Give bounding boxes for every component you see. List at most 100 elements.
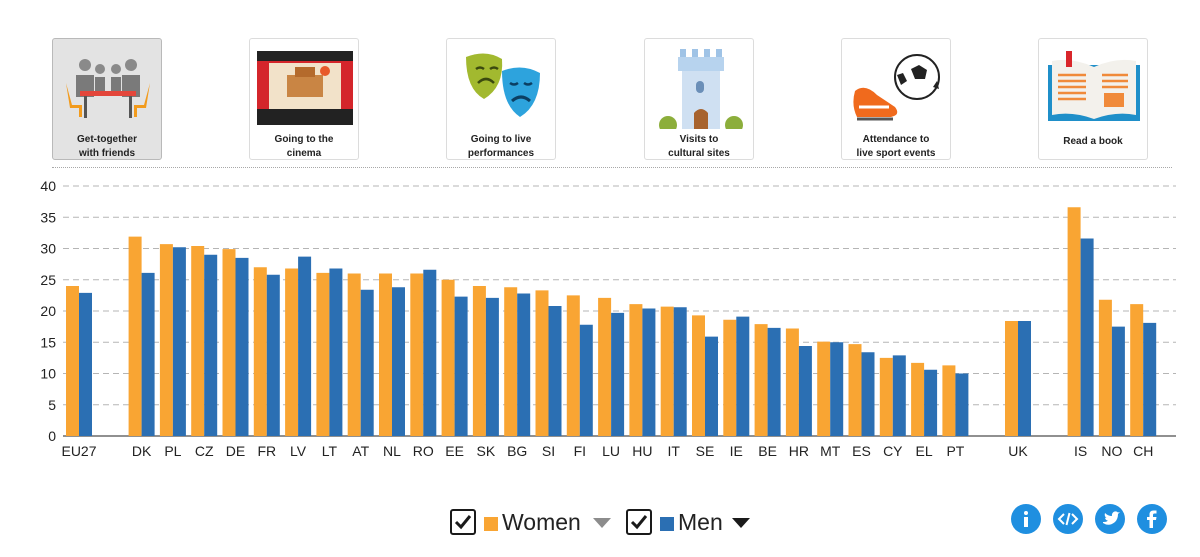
bar-women [879, 357, 893, 436]
bar-women [817, 341, 831, 436]
x-tick-label: EL [916, 443, 933, 459]
card-label: Attendance to live sport events [856, 134, 936, 159]
castle-tower-icon [659, 49, 743, 129]
bar-women [253, 267, 267, 436]
y-tick-label: 25 [40, 272, 56, 288]
bar-men [454, 296, 468, 436]
men-swatch [660, 517, 674, 531]
x-tick-label: HR [789, 443, 809, 459]
twitter-icon [1103, 511, 1120, 525]
x-tick-label: IT [667, 443, 680, 459]
y-tick-label: 30 [40, 241, 56, 257]
chevron-down-icon[interactable] [593, 518, 611, 528]
bar-women [754, 324, 768, 436]
bar-women [629, 304, 643, 436]
y-tick-label: 5 [48, 397, 56, 413]
bar-men [235, 257, 249, 436]
bar-men [517, 293, 531, 436]
bar-women [347, 273, 361, 436]
y-tick-label: 20 [40, 303, 56, 319]
bar-women [472, 286, 486, 436]
facebook-button[interactable] [1137, 504, 1167, 534]
x-tick-label: BE [758, 443, 777, 459]
bar-women [1098, 299, 1112, 436]
x-tick-label: EU27 [61, 443, 96, 459]
bar-men [892, 355, 906, 436]
women-swatch [484, 517, 498, 531]
x-tick-label: DE [226, 443, 245, 459]
football-boot-icon [853, 54, 940, 121]
card-cultural-sites[interactable]: Visits to cultural sites [644, 38, 754, 160]
x-tick-label: IS [1074, 443, 1087, 459]
bar-men [141, 272, 155, 436]
women-checkbox[interactable] [450, 509, 476, 535]
bar-women [159, 244, 173, 436]
y-tick-label: 35 [40, 209, 56, 225]
card-sport-events[interactable]: Attendance to live sport events [841, 38, 951, 160]
x-tick-label: DK [132, 443, 152, 459]
card-cinema[interactable]: Going to the cinema [249, 38, 359, 160]
bar-women [848, 344, 862, 436]
card-label: Get-together with friends [77, 134, 137, 159]
men-checkbox[interactable] [626, 509, 652, 535]
bar-men [861, 352, 875, 436]
bar-women [504, 287, 518, 436]
legend-men[interactable]: Men [626, 506, 756, 540]
x-tick-label: MT [820, 443, 841, 459]
legend-women[interactable]: Women [450, 506, 620, 540]
bar-women [128, 236, 142, 436]
bar-men [392, 287, 405, 436]
bar-men [423, 269, 437, 436]
bar-men [673, 307, 687, 436]
embed-button[interactable] [1053, 504, 1083, 534]
card-read-book[interactable]: Read a book [1038, 38, 1148, 160]
bar-women [723, 319, 737, 436]
x-tick-label: CH [1133, 443, 1153, 459]
x-tick-label: EE [445, 443, 464, 459]
bar-women [660, 306, 674, 436]
bar-women [598, 297, 612, 436]
card-live-performances[interactable]: Going to live performances [446, 38, 556, 160]
bar-men [266, 274, 280, 436]
bar-men [736, 316, 750, 436]
twitter-button[interactable] [1095, 504, 1125, 534]
bar-men [955, 373, 969, 436]
card-label: Going to the cinema [274, 134, 334, 159]
x-tick-label: SE [696, 443, 715, 459]
x-tick-label: CY [883, 443, 903, 459]
bar-men [1018, 321, 1031, 436]
x-tick-label: BG [507, 443, 527, 459]
friends-table-icon [66, 59, 150, 118]
bar-men [798, 346, 812, 436]
x-tick-label: HU [632, 443, 652, 459]
bar-women [441, 279, 455, 436]
bar-women [535, 290, 549, 436]
bar-men [204, 254, 218, 436]
card-get-together[interactable]: Get-together with friends [52, 38, 162, 160]
x-tick-label: ES [852, 443, 871, 459]
x-tick-label: NO [1101, 443, 1122, 459]
bar-men [642, 308, 656, 436]
x-tick-label: AT [352, 443, 369, 459]
card-label: Going to live performances [467, 134, 535, 159]
x-tick-label: LV [290, 443, 307, 459]
info-icon [1024, 511, 1028, 527]
bar-women [1067, 207, 1081, 436]
bar-women [692, 315, 705, 436]
x-tick-label: FI [574, 443, 586, 459]
bar-men [579, 324, 593, 436]
bar-men [611, 312, 625, 436]
x-tick-label: IE [730, 443, 743, 459]
bar-women [410, 273, 424, 436]
chevron-down-icon[interactable] [732, 518, 750, 528]
bar-men [705, 336, 718, 436]
bar-men [548, 306, 562, 436]
x-tick-label: SK [477, 443, 496, 459]
facebook-icon [1147, 510, 1157, 528]
info-button[interactable] [1011, 504, 1041, 534]
bar-men [360, 289, 374, 436]
card-label: Visits to cultural sites [668, 134, 730, 159]
x-tick-label: FR [257, 443, 276, 459]
bar-women [911, 362, 925, 436]
bar-men [830, 342, 844, 436]
